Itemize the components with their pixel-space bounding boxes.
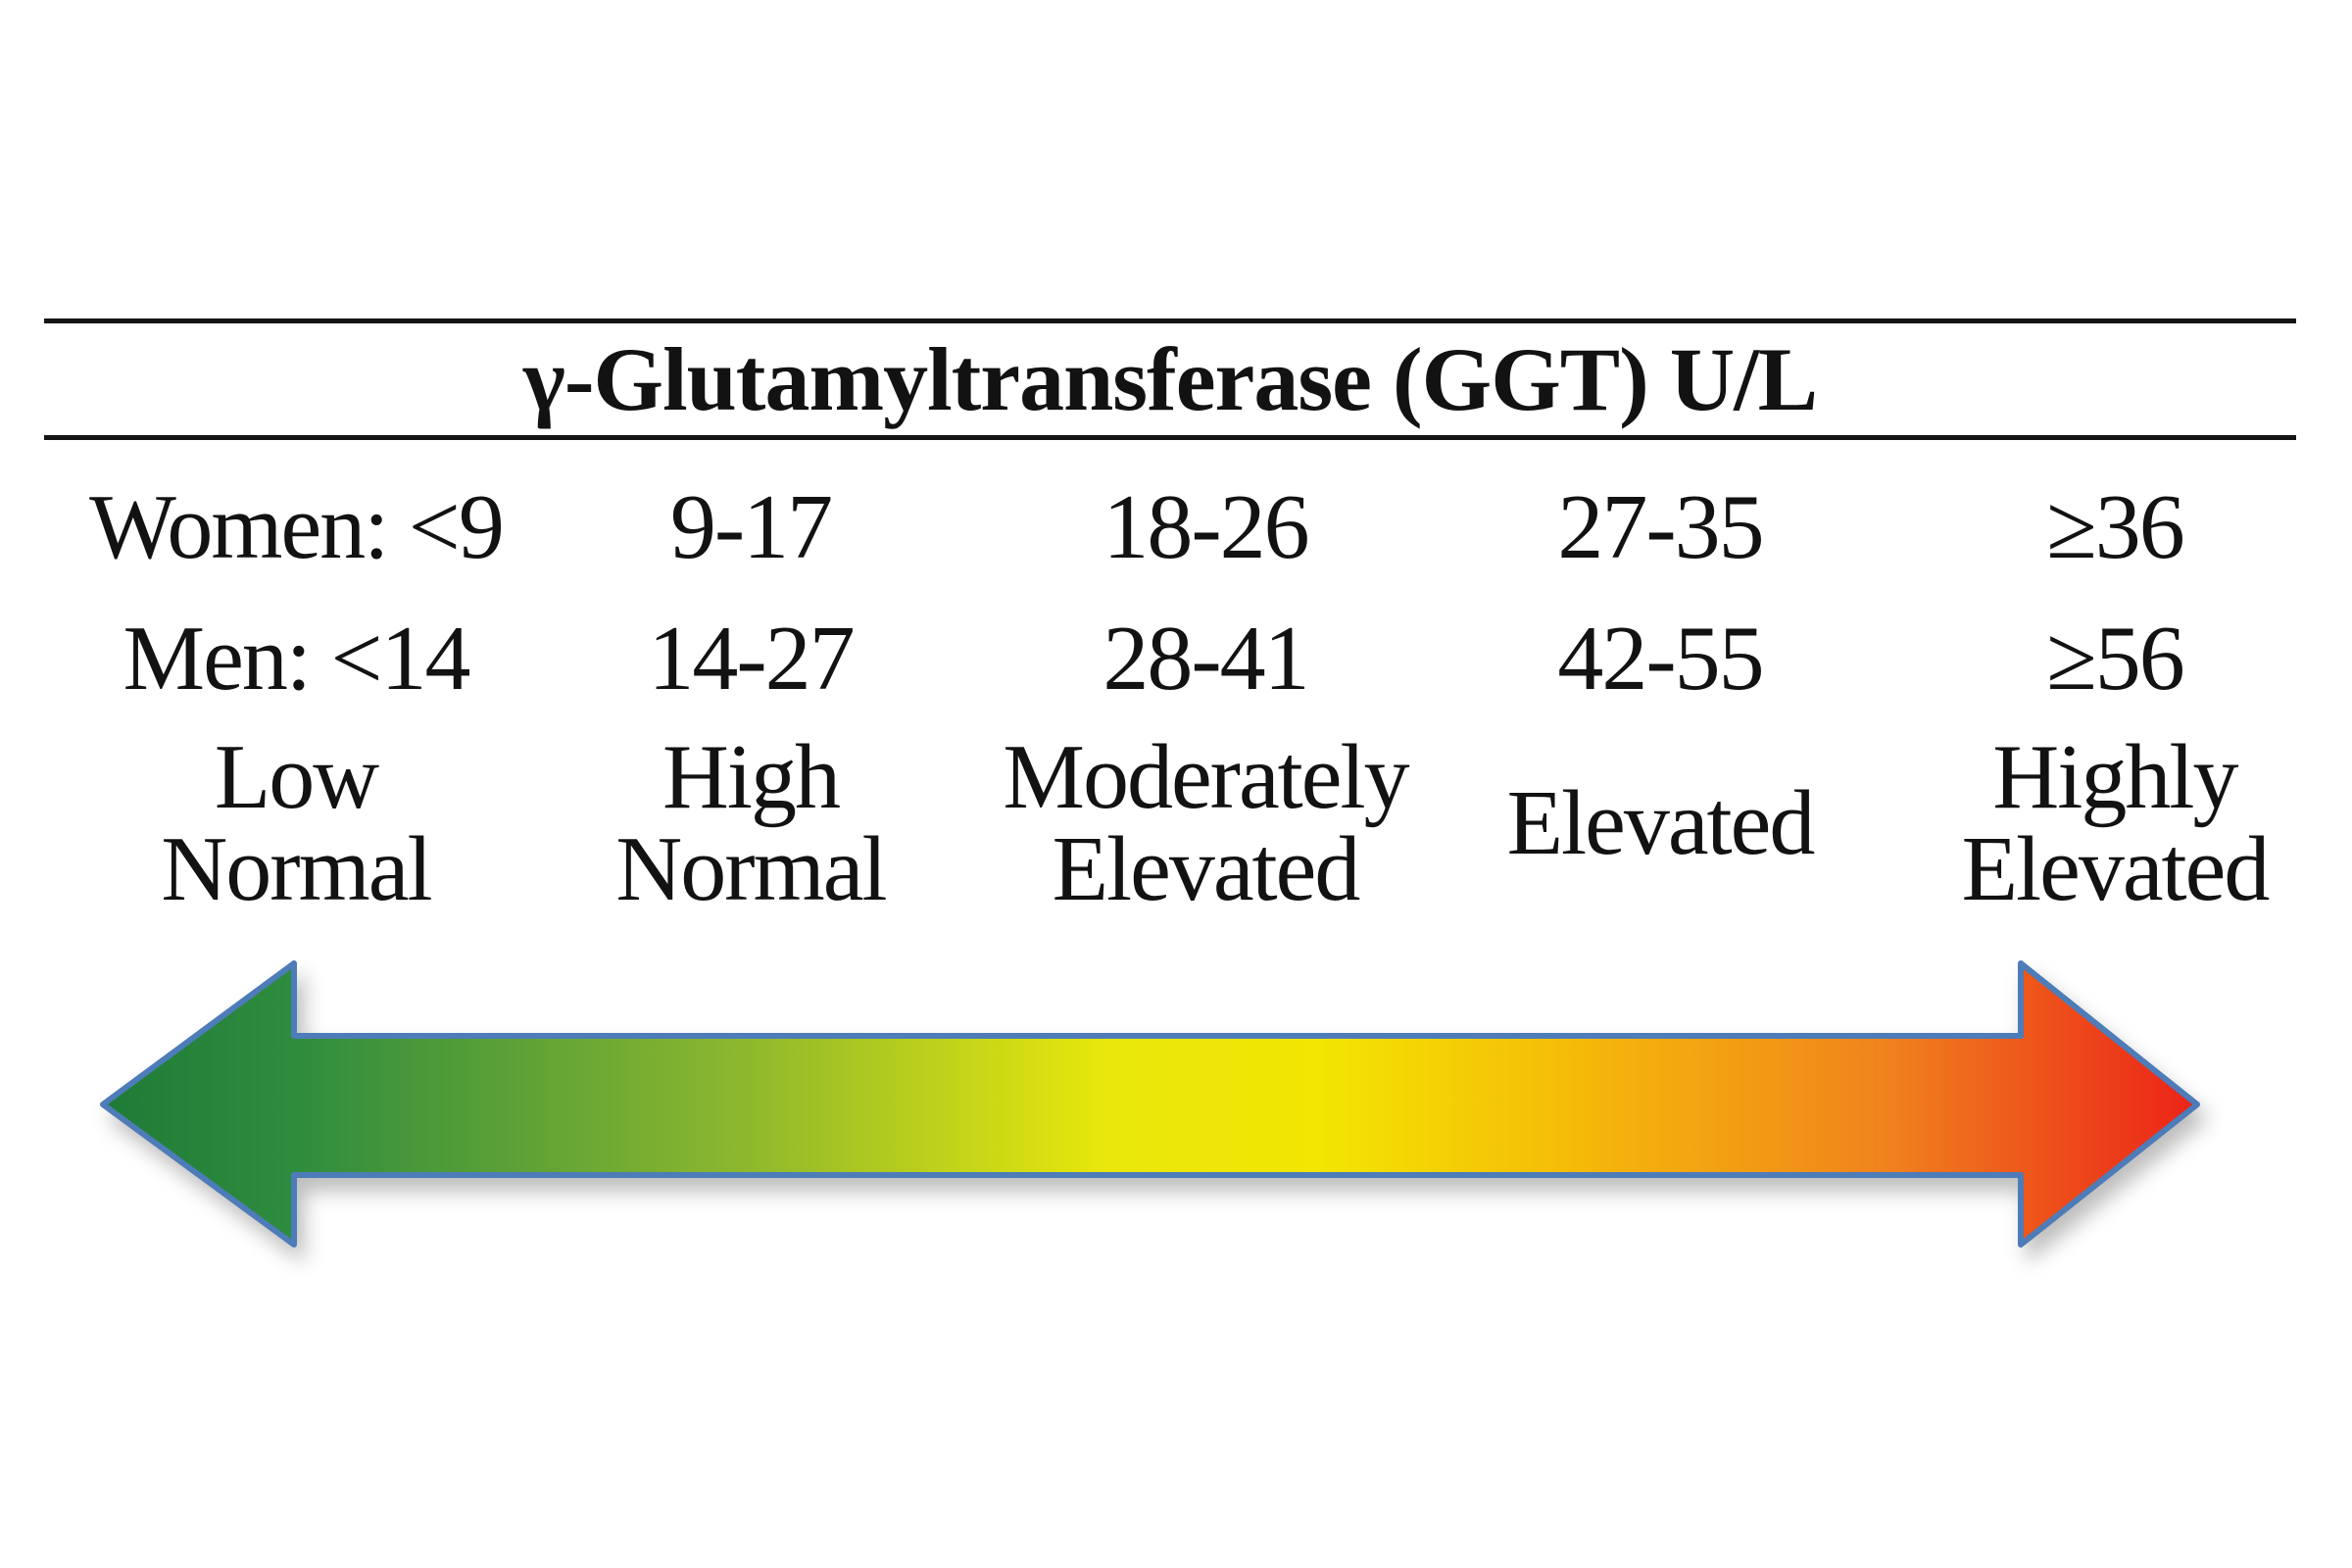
table-row-men: Men: <14 14-27 28-41 42-55 ≥56 xyxy=(69,610,2342,708)
women-range-low-normal: Women: <9 xyxy=(89,476,505,578)
table-row-categories: Low Normal High Normal Moderately Elevat… xyxy=(69,727,2342,918)
table-row-women: Women: <9 9-17 18-26 27-35 ≥36 xyxy=(69,478,2342,576)
women-range-moderately-elevated: 18-26 xyxy=(1102,476,1309,578)
men-range-moderately-elevated: 28-41 xyxy=(1102,608,1309,710)
women-range-highly-elevated: ≥36 xyxy=(2046,476,2185,578)
women-range-high-normal: 9-17 xyxy=(669,476,833,578)
category-label-low-normal: Low Normal xyxy=(161,725,432,920)
double-arrow-shape xyxy=(100,960,2200,1248)
men-range-elevated: 42-55 xyxy=(1557,608,1764,710)
women-range-elevated: 27-35 xyxy=(1557,476,1764,578)
top-rule xyxy=(44,318,2296,323)
figure-title: γ-Glutamyltransferase (GGT) U/L xyxy=(522,329,1818,429)
men-range-high-normal: 14-27 xyxy=(648,608,855,710)
header-rule xyxy=(44,435,2296,440)
double-arrow-icon xyxy=(100,960,2200,1248)
severity-gradient-arrow xyxy=(69,941,2234,1264)
category-label-high-normal: High Normal xyxy=(615,725,887,920)
men-range-low-normal: Men: <14 xyxy=(122,608,471,710)
men-range-highly-elevated: ≥56 xyxy=(2046,608,2185,710)
category-label-moderately-elevated: Moderately Elevated xyxy=(1003,725,1409,920)
category-label-elevated: Elevated xyxy=(1506,771,1816,874)
category-label-highly-elevated: Highly Elevated xyxy=(1961,725,2271,920)
